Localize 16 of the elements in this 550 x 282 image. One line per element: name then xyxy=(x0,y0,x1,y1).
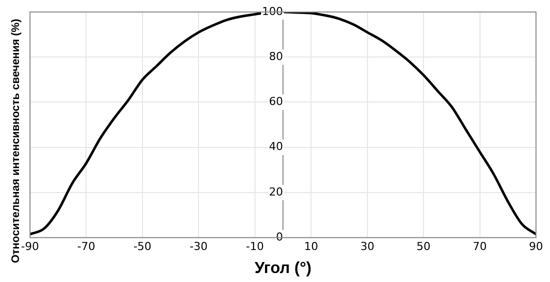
x-tick-label: 90 xyxy=(529,240,543,254)
x-tick-label: -70 xyxy=(77,240,96,254)
x-axis-title: Угол (°) xyxy=(254,260,312,277)
x-tick-label: 10 xyxy=(304,240,318,254)
x-tick-label: -90 xyxy=(21,240,39,254)
x-tick-label: -50 xyxy=(133,240,152,254)
x-tick-label: -10 xyxy=(246,240,264,254)
y-tick-label: 20 xyxy=(269,185,283,198)
y-tick-label: 60 xyxy=(269,95,283,108)
x-tick-label: 50 xyxy=(416,240,431,254)
y-axis-title: Относительная интенсивность свечения (%) xyxy=(10,18,22,264)
x-tick-label: -30 xyxy=(190,240,208,254)
y-tick-label: 80 xyxy=(269,50,283,63)
x-tick-label: 30 xyxy=(360,240,374,254)
y-tick-label: 40 xyxy=(269,140,283,154)
x-tick-label: 70 xyxy=(472,240,487,254)
